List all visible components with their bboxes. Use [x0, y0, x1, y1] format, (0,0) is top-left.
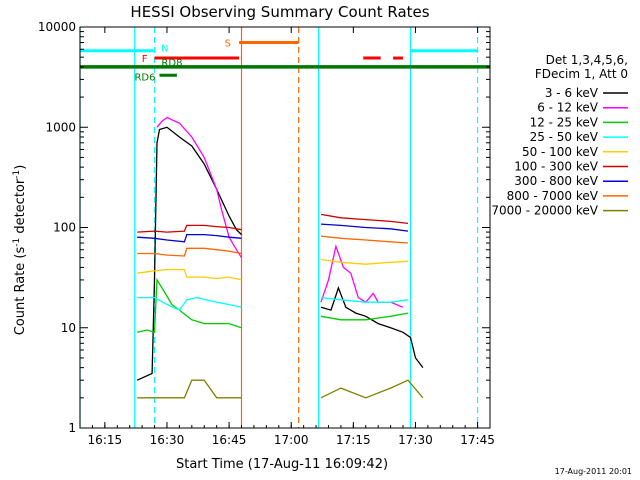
flag-label-n: N	[161, 44, 168, 55]
series-line-3-0	[137, 296, 242, 311]
footer-timestamp: 17-Aug-2011 20:01	[555, 467, 632, 476]
axes: 16:15 16:30 16:45 17:00 17:15 17:30 17:45 1 10 10…	[38, 20, 495, 447]
series-line-1-0	[156, 116, 243, 259]
y-axis-label-end: )	[13, 165, 28, 170]
legend-label-4: 50 - 100 keV	[522, 145, 599, 159]
flag-label-s: S	[225, 39, 231, 50]
y-axis-label-main: Count Rate (s	[13, 247, 28, 336]
legend-label-0: 3 - 6 keV	[545, 86, 599, 100]
series-line-2-1	[320, 312, 409, 321]
instrument-state-lines	[79, 27, 479, 428]
series-line-6-1	[320, 223, 409, 232]
series-line-0-1	[320, 285, 424, 368]
x-tick-label-3: 17:00	[274, 433, 309, 447]
chart-title: HESSI Observing Summary Count Rates	[130, 3, 429, 21]
legend-label-6: 300 - 800 keV	[514, 174, 598, 188]
legend: Det 1,3,4,5,6, FDecim 1, Att 0 3 - 6 keV…	[491, 53, 628, 218]
flag-bars: N F S RD8 RD6	[80, 39, 490, 83]
flag-label-rd8: RD8	[161, 58, 182, 69]
series-line-0-0	[136, 126, 242, 381]
y-axis-label-sup-2: -1	[12, 170, 22, 179]
series-line-4-1	[320, 258, 409, 265]
legend-header-line-2: FDecim 1, Att 0	[535, 67, 628, 81]
plot-frame	[79, 26, 491, 429]
series-line-7-0	[137, 247, 242, 257]
series-line-6-0	[137, 233, 242, 243]
legend-label-5: 100 - 300 keV	[514, 160, 598, 174]
y-tick-label-3: 1000	[45, 120, 76, 134]
series-line-7-1	[320, 235, 409, 244]
y-tick-label-0: 1	[68, 421, 76, 435]
legend-label-3: 25 - 50 keV	[530, 130, 599, 144]
x-tick-label-4: 17:15	[336, 433, 371, 447]
legend-label-7: 800 - 7000 keV	[507, 189, 599, 203]
series-line-4-0	[137, 268, 242, 281]
legend-header-line-1: Det 1,3,4,5,6,	[546, 53, 628, 67]
series-group	[136, 116, 424, 399]
legend-label-1: 6 - 12 keV	[537, 101, 599, 115]
series-line-5-1	[320, 213, 409, 225]
x-tick-label-5: 17:30	[398, 433, 433, 447]
y-axis-label-tail: detector	[13, 178, 28, 238]
series-line-8-1	[320, 379, 424, 399]
x-tick-label-0: 16:15	[88, 433, 123, 447]
y-tick-label-2: 100	[53, 221, 76, 235]
flag-label-rd6: RD6	[134, 72, 155, 83]
x-axis-label: Start Time (17-Aug-11 16:09:42)	[176, 457, 388, 472]
legend-label-8: 7000 - 20000 keV	[491, 204, 598, 218]
series-line-3-1	[320, 296, 409, 303]
series-line-1-1	[320, 243, 404, 308]
y-tick-label-4: 10000	[38, 20, 76, 34]
x-tick-label-6: 17:45	[460, 433, 495, 447]
series-line-5-0	[137, 224, 242, 233]
x-tick-label-2: 16:45	[212, 433, 247, 447]
series-line-2-0	[137, 277, 242, 334]
x-tick-label-1: 16:30	[150, 433, 185, 447]
y-axis-label-sup-1: -1	[12, 238, 22, 247]
y-axis-label: Count Rate (s-1 detector-1)	[12, 165, 28, 336]
legend-label-2: 12 - 25 keV	[530, 115, 599, 129]
flag-label-f: F	[142, 54, 148, 65]
series-line-8-0	[137, 379, 242, 399]
y-tick-label-1: 10	[61, 321, 76, 335]
